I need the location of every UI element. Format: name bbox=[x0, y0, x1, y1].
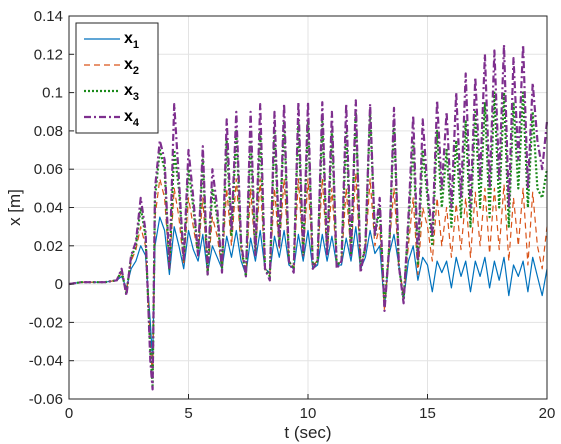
y-tick-label: -0.06 bbox=[29, 391, 63, 408]
legend-label-x2: x2 bbox=[124, 56, 139, 77]
y-tick-label: -0.02 bbox=[29, 314, 63, 331]
series-layer bbox=[68, 43, 549, 391]
x-tick-label: 10 bbox=[300, 405, 317, 422]
axis-ticks bbox=[68, 15, 548, 400]
y-axis-label: x [m] bbox=[5, 189, 24, 226]
x-axis-label: t (sec) bbox=[284, 423, 331, 442]
legend-label-x3: x3 bbox=[124, 82, 139, 103]
legend-box bbox=[75, 22, 159, 134]
x-tick-label: 20 bbox=[539, 405, 556, 422]
y-tick-label: 0.02 bbox=[34, 238, 63, 255]
legend-label-x4: x4 bbox=[124, 108, 140, 129]
y-tick-label: 0.1 bbox=[42, 85, 63, 102]
y-tick-label: 0.14 bbox=[34, 8, 63, 25]
legend: x1 x2 x3 x4 bbox=[75, 22, 159, 134]
y-tick-label: 0 bbox=[55, 276, 63, 293]
x-tick-label: 0 bbox=[65, 405, 73, 422]
y-tick-label: 0.04 bbox=[34, 200, 63, 217]
x-tick-label: 5 bbox=[184, 405, 192, 422]
y-tick-label: 0.06 bbox=[34, 161, 63, 178]
y-tick-label: 0.08 bbox=[34, 123, 63, 140]
tick-labels: 0 5 10 15 20 -0.06 -0.04 -0.02 0 0.02 0.04 0.06 0.08… bbox=[29, 8, 556, 422]
y-tick-label: 0.12 bbox=[34, 46, 63, 63]
legend-label-x1: x1 bbox=[124, 30, 139, 51]
series-line-x4 bbox=[68, 43, 549, 391]
x-tick-label: 15 bbox=[419, 405, 436, 422]
y-tick-label: -0.04 bbox=[29, 353, 63, 370]
